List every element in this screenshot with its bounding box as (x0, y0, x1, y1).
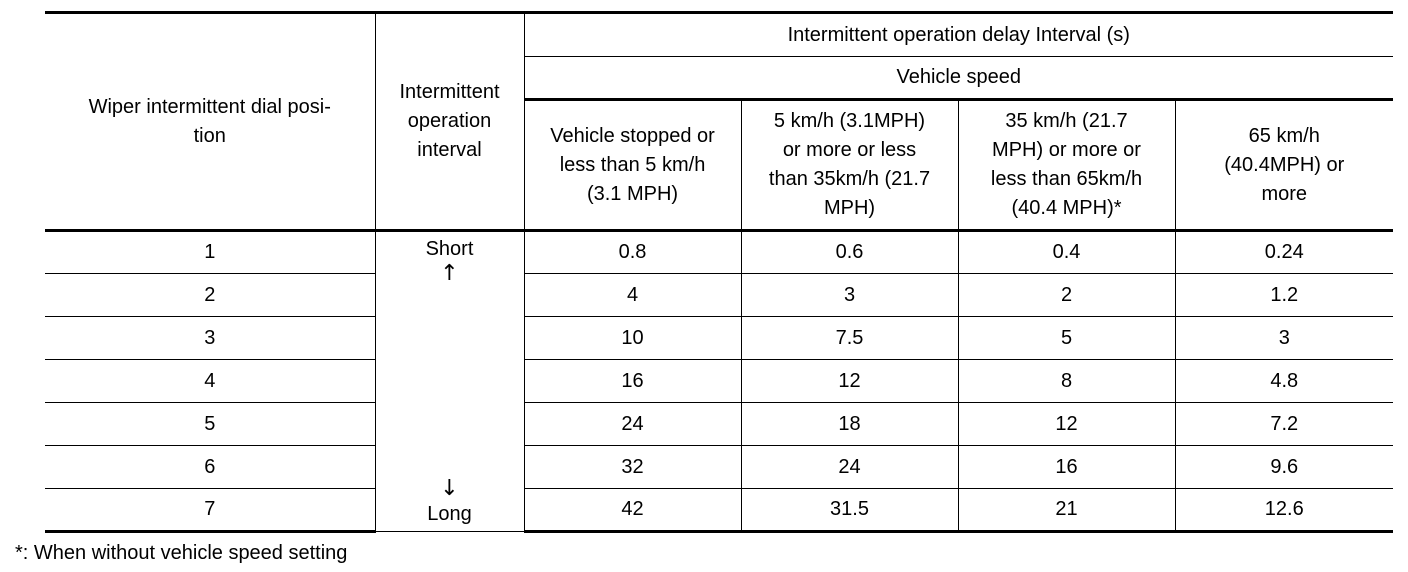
delay-value-cell: 0.8 (523, 229, 742, 274)
dial-position-cell: 3 (45, 316, 376, 360)
dial-position-cell: 7 (45, 488, 376, 533)
interval-long-label: Long (427, 503, 472, 525)
table-row: 5 24 18 12 7.2 (45, 402, 1394, 446)
delay-value-cell: 12 (957, 402, 1176, 446)
delay-value-cell: 12 (740, 359, 959, 403)
header-vehicle-speed: Vehicle speed (523, 56, 1394, 100)
delay-value-cell: 7.5 (740, 316, 959, 360)
footnote: *: When without vehicle speed setting (15, 542, 348, 564)
delay-value-cell: 0.4 (957, 229, 1176, 274)
table-row: 7 42 31.5 21 12.6 (45, 488, 1394, 533)
delay-value-cell: 1.2 (1174, 273, 1394, 317)
delay-value-cell: 24 (740, 445, 959, 489)
delay-value-cell: 24 (523, 402, 742, 446)
table-row: 3 10 7.5 5 3 (45, 316, 1394, 360)
header-speed-range: 65 km/h (40.4MPH) or more (1174, 98, 1394, 231)
header-speed-range: 35 km/h (21.7 MPH) or more or less than … (957, 98, 1176, 231)
arrow-up-icon: ↑ (440, 261, 459, 286)
header-speed-range-text: 65 km/h (40.4MPH) or more (1224, 124, 1345, 205)
delay-value-cell: 3 (740, 273, 959, 317)
header-row-group: Wiper intermittent dial posi- tion Inter… (45, 11, 1394, 231)
dial-position-cell: 4 (45, 359, 376, 403)
header-delay-interval-text: Intermittent operation delay Interval (s… (787, 23, 1130, 46)
table-row: 6 32 24 16 9.6 (45, 445, 1394, 489)
delay-value-cell: 18 (740, 402, 959, 446)
table-row: 2 4 3 2 1.2 (45, 273, 1394, 317)
delay-value-cell: 8 (957, 359, 1176, 403)
delay-value-cell: 4 (523, 273, 742, 317)
header-speed-range: 5 km/h (3.1MPH) or more or less than 35k… (740, 98, 959, 231)
delay-value-cell: 3 (1174, 316, 1394, 360)
delay-value-cell: 2 (957, 273, 1176, 317)
header-speed-range-text: 35 km/h (21.7 MPH) or more or less than … (990, 110, 1143, 219)
header-dial-position: Wiper intermittent dial posi- tion (45, 11, 376, 231)
interval-long-group: ↓ Long (376, 477, 524, 527)
interval-short-group: Short ↑ (376, 236, 524, 286)
header-row-speed: Vehicle speed (45, 56, 1394, 100)
interval-direction-cell: Short ↑ ↓ Long (374, 229, 525, 532)
table-row: 1 Short ↑ ↓ Long 0.8 0.6 0.4 0.24 (45, 229, 1394, 532)
delay-value-cell: 5 (957, 316, 1176, 360)
header-speed-range: Vehicle stopped or less than 5 km/h (3.1… (523, 98, 742, 231)
header-row-speed-ranges: Vehicle stopped or less than 5 km/h (3.1… (45, 98, 1394, 231)
dial-position-cell: 6 (45, 445, 376, 489)
delay-value-cell: 0.24 (1174, 229, 1394, 274)
delay-value-cell: 31.5 (740, 488, 959, 533)
delay-value-cell: 16 (957, 445, 1176, 489)
delay-value-cell: 42 (523, 488, 742, 533)
delay-value-cell: 32 (523, 445, 742, 489)
delay-value-cell: 4.8 (1174, 359, 1394, 403)
wiper-interval-table: Wiper intermittent dial posi- tion Inter… (45, 11, 1394, 533)
delay-value-cell: 10 (523, 316, 742, 360)
delay-value-cell: 21 (957, 488, 1176, 533)
delay-value-cell: 0.6 (740, 229, 959, 274)
header-dial-position-text: Wiper intermittent dial posi- tion (88, 95, 331, 147)
dial-position-cell: 5 (45, 402, 376, 446)
delay-value-cell: 12.6 (1174, 488, 1394, 533)
arrow-down-icon: ↓ (440, 476, 459, 501)
delay-value-cell: 9.6 (1174, 445, 1394, 489)
header-vehicle-speed-text: Vehicle speed (896, 66, 1022, 88)
header-interval: Intermittent operation interval (374, 11, 525, 231)
dial-position-cell: 2 (45, 273, 376, 317)
table-row: 4 16 12 8 4.8 (45, 359, 1394, 403)
header-speed-range-text: Vehicle stopped or less than 5 km/h (3.1… (550, 124, 715, 205)
header-delay-interval: Intermittent operation delay Interval (s… (523, 11, 1394, 57)
header-speed-range-text: 5 km/h (3.1MPH) or more or less than 35k… (768, 110, 931, 219)
delay-value-cell: 7.2 (1174, 402, 1394, 446)
interval-short-label: Short (425, 238, 474, 260)
delay-value-cell: 16 (523, 359, 742, 403)
header-interval-text: Intermittent operation interval (399, 81, 500, 161)
dial-position-cell: 1 (45, 229, 376, 274)
